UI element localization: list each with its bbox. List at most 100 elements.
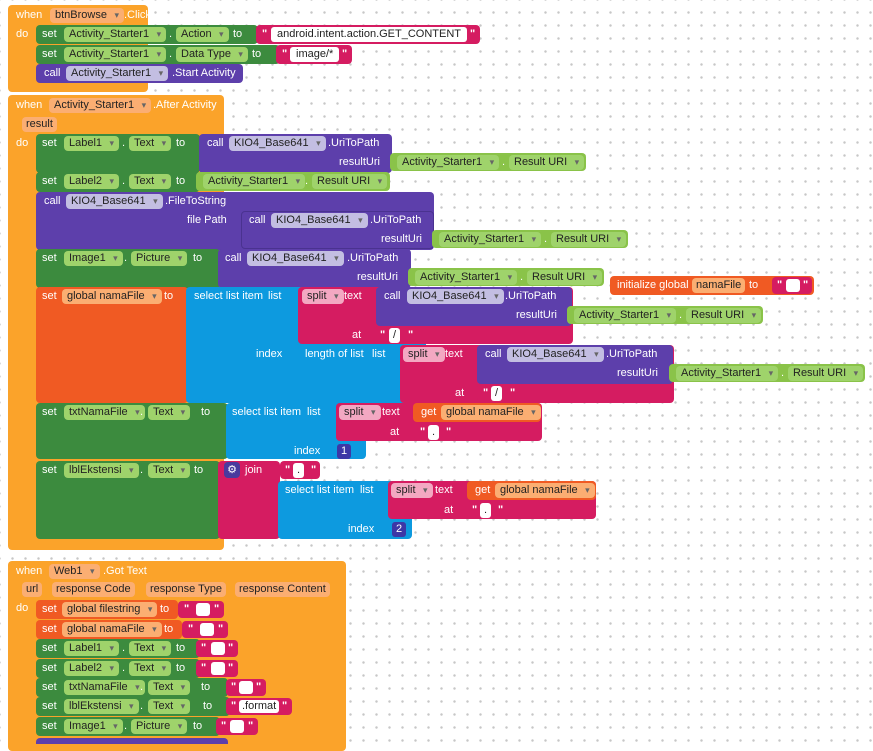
split-dropdown[interactable]: split — [391, 483, 433, 498]
response-code-param[interactable]: response Code — [52, 582, 135, 597]
empty-string-value[interactable] — [211, 642, 225, 655]
web1-dropdown[interactable]: Web1 — [49, 564, 100, 579]
text-prop-dropdown[interactable]: Text — [129, 641, 172, 656]
url-param[interactable]: url — [22, 582, 43, 597]
activity-starter-dropdown[interactable]: Activity_Starter1 — [415, 270, 518, 285]
empty-string-value[interactable] — [786, 279, 800, 292]
response-content-param[interactable]: response Content — [235, 582, 330, 597]
label1-dropdown[interactable]: Label1 — [64, 136, 120, 151]
resulturi-label: resultUri — [617, 367, 658, 379]
kio-dropdown[interactable]: KIO4_Base641 — [247, 251, 344, 266]
at-label: at — [390, 426, 400, 438]
index-number-two[interactable]: 2 — [392, 522, 407, 537]
format-string-value[interactable]: .format — [239, 700, 280, 713]
text-prop-dropdown[interactable]: Text — [148, 680, 191, 695]
empty-string-value[interactable] — [196, 603, 210, 616]
datatype-prop-dropdown[interactable]: Data Type — [176, 47, 248, 62]
dot-string-value[interactable]: . — [428, 425, 440, 440]
split-dropdown[interactable]: split — [302, 289, 344, 304]
kio-dropdown[interactable]: KIO4_Base641 — [229, 136, 326, 151]
call-block-cutoff[interactable] — [36, 738, 228, 744]
set-keyword: set — [42, 642, 57, 654]
activity-starter-dropdown[interactable]: Activity_Starter1 — [203, 174, 306, 189]
txtnamafile-dropdown[interactable]: txtNamaFile — [64, 405, 145, 420]
index-number-one[interactable]: 1 — [337, 444, 352, 459]
empty-string-value[interactable] — [230, 720, 244, 733]
txtnamafile-dropdown[interactable]: txtNamaFile — [64, 680, 145, 695]
gear-icon[interactable]: ⚙ — [224, 462, 240, 478]
activity-starter-dropdown[interactable]: Activity_Starter1 — [676, 366, 779, 381]
activity-starter-dropdown[interactable]: Activity_Starter1 — [574, 308, 677, 323]
lblekstensi-dropdown[interactable]: lblEkstensi — [64, 463, 139, 478]
global-name-field[interactable]: namaFile — [692, 278, 746, 293]
index-label: index — [294, 445, 321, 457]
length-of-list-block[interactable] — [298, 345, 402, 403]
split-dropdown[interactable]: split — [339, 405, 381, 420]
select-list-item-label: select list item — [194, 290, 264, 302]
get-global-namafile-dropdown[interactable]: global namaFile — [495, 483, 595, 498]
activity-starter-dropdown[interactable]: Activity_Starter1 — [439, 232, 542, 247]
response-type-param[interactable]: response Type — [146, 582, 226, 597]
activity-starter-dropdown[interactable]: Activity_Starter1 — [64, 27, 167, 42]
result-uri-dropdown[interactable]: Result URI — [312, 174, 388, 189]
global-namafile-dropdown[interactable]: global namaFile — [62, 622, 162, 637]
result-uri-dropdown[interactable]: Result URI — [788, 366, 864, 381]
uritopath-label: .UriToPath — [606, 348, 658, 360]
text-prop-dropdown[interactable]: Text — [129, 174, 172, 189]
activity-starter-dropdown[interactable]: Activity_Starter1 — [66, 66, 169, 81]
select-list-item-label: select list item — [285, 484, 355, 496]
result-param[interactable]: result — [22, 117, 57, 132]
kio-dropdown[interactable]: KIO4_Base641 — [271, 213, 368, 228]
at-label: at — [352, 329, 362, 341]
split-dropdown[interactable]: split — [403, 347, 445, 362]
index-label: index — [256, 348, 283, 360]
global-filestring-dropdown[interactable]: global filestring — [62, 602, 158, 617]
result-uri-dropdown[interactable]: Result URI — [509, 155, 585, 170]
activity-starter-dropdown[interactable]: Activity_Starter1 — [64, 47, 167, 62]
empty-string-value[interactable] — [200, 623, 214, 636]
picture-prop-dropdown[interactable]: Picture — [131, 719, 188, 734]
result-uri-dropdown[interactable]: Result URI — [551, 232, 627, 247]
kio-dropdown[interactable]: KIO4_Base641 — [507, 347, 604, 362]
lblekstensi-dropdown[interactable]: lblEkstensi — [64, 699, 139, 714]
set-global-namafile-block[interactable] — [36, 287, 188, 403]
dot-string-value[interactable]: . — [480, 503, 492, 518]
activity-starter-dropdown[interactable]: Activity_Starter1 — [397, 155, 500, 170]
set-keyword: set — [42, 252, 57, 264]
resulturi-label: resultUri — [357, 271, 398, 283]
slash-string-value[interactable]: / — [491, 386, 503, 401]
image1-dropdown[interactable]: Image1 — [64, 719, 123, 734]
label1-dropdown[interactable]: Label1 — [64, 641, 120, 656]
text-prop-dropdown[interactable]: Text — [148, 463, 191, 478]
dot: . — [140, 406, 144, 418]
image-type-value[interactable]: image/* — [290, 47, 340, 62]
image1-dropdown[interactable]: Image1 — [64, 251, 123, 266]
kio-dropdown[interactable]: KIO4_Base641 — [66, 194, 163, 209]
do-keyword: do — [16, 137, 29, 149]
label2-dropdown[interactable]: Label2 — [64, 661, 120, 676]
kio-dropdown[interactable]: KIO4_Base641 — [407, 289, 504, 304]
text-prop-dropdown[interactable]: Text — [148, 405, 191, 420]
to-keyword: to — [193, 252, 203, 264]
picture-prop-dropdown[interactable]: Picture — [131, 251, 188, 266]
get-global-namafile-dropdown[interactable]: global namaFile — [441, 405, 541, 420]
slash-string-value[interactable]: / — [389, 328, 401, 343]
action-string-value[interactable]: android.intent.action.GET_CONTENT — [271, 27, 468, 42]
quote-mark: " — [256, 681, 262, 693]
text-prop-dropdown[interactable]: Text — [129, 136, 172, 151]
result-uri-dropdown[interactable]: Result URI — [686, 308, 762, 323]
quote-mark: " — [380, 329, 386, 341]
global-namafile-dropdown[interactable]: global namaFile — [62, 289, 162, 304]
label2-dropdown[interactable]: Label2 — [64, 174, 120, 189]
empty-string-value[interactable] — [211, 662, 225, 675]
text-prop-dropdown[interactable]: Text — [129, 661, 172, 676]
empty-string-value[interactable] — [239, 681, 253, 694]
action-prop-dropdown[interactable]: Action — [176, 27, 229, 42]
result-uri-dropdown[interactable]: Result URI — [527, 270, 603, 285]
dot-string-value[interactable]: . — [293, 463, 305, 478]
text-prop-dropdown[interactable]: Text — [148, 699, 191, 714]
btnbrowse-component-dropdown[interactable]: btnBrowse — [50, 8, 124, 23]
dot: . — [781, 367, 785, 379]
activity-starter-event-dropdown[interactable]: Activity_Starter1 — [49, 98, 152, 113]
quote-mark: " — [285, 464, 291, 476]
